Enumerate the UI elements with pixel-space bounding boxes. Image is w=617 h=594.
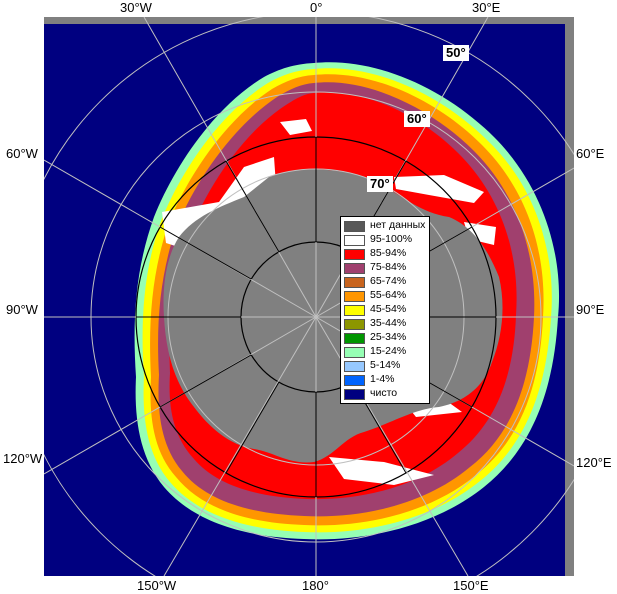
inner-meridian-150w <box>225 381 280 474</box>
lat-label-70: 70° <box>367 176 393 192</box>
meridian-150w <box>163 316 317 576</box>
legend-swatch <box>344 277 365 288</box>
sea-ice-map <box>44 17 574 576</box>
lon-label-60e: 60°E <box>576 146 605 161</box>
legend-swatch <box>344 333 365 344</box>
legend-label: 45-54% <box>370 303 407 315</box>
legend-swatch <box>344 235 365 246</box>
legend-item: 1-4% <box>343 373 427 388</box>
legend-label: 1-4% <box>370 373 395 385</box>
legend-label: 15-24% <box>370 345 407 357</box>
map-canvas <box>44 17 574 576</box>
legend-swatch <box>344 375 365 386</box>
legend-swatch <box>344 361 365 372</box>
legend-item: 35-44% <box>343 317 427 332</box>
legend: нет данных 95-100% 85-94% 75-84% 65-74% 55-64… <box>340 216 430 404</box>
lat-label-50: 50° <box>443 45 469 61</box>
legend-swatch <box>344 221 365 232</box>
legend-item: 85-94% <box>343 247 427 262</box>
lon-label-0: 0° <box>310 0 323 15</box>
legend-swatch <box>344 263 365 274</box>
legend-label: 25-34% <box>370 331 407 343</box>
legend-label: 75-84% <box>370 261 407 273</box>
legend-label: 65-74% <box>370 275 407 287</box>
ice-patch-95-100 <box>394 175 484 203</box>
legend-item: 15-24% <box>343 345 427 360</box>
lon-label-180: 180° <box>302 578 329 593</box>
legend-item: 75-84% <box>343 261 427 276</box>
ice-patch-95-100 <box>280 119 312 135</box>
lon-label-30e: 30°E <box>472 0 501 15</box>
lon-label-150w: 150°W <box>137 578 177 593</box>
legend-item: 25-34% <box>343 331 427 346</box>
legend-item: 5-14% <box>343 359 427 374</box>
legend-label: 85-94% <box>370 247 407 259</box>
legend-swatch <box>344 347 365 358</box>
legend-swatch <box>344 305 365 316</box>
legend-label: 35-44% <box>370 317 407 329</box>
legend-item: 65-74% <box>343 275 427 290</box>
lon-label-60w: 60°W <box>6 146 38 161</box>
lon-label-90e: 90°E <box>576 302 605 317</box>
lon-label-90w: 90°W <box>6 302 38 317</box>
lon-label-150e: 150°E <box>453 578 489 593</box>
lon-label-30w: 30°W <box>120 0 152 15</box>
legend-item: 55-64% <box>343 289 427 304</box>
frame-top <box>44 17 574 24</box>
legend-item: нет данных <box>343 219 427 234</box>
legend-label: чисто <box>370 387 398 399</box>
legend-swatch <box>344 291 365 302</box>
legend-swatch <box>344 389 365 400</box>
lon-label-120w: 120°W <box>3 451 43 466</box>
legend-label: 55-64% <box>370 289 407 301</box>
legend-swatch <box>344 249 365 260</box>
inner-meridian-30w <box>225 160 280 253</box>
legend-item: 95-100% <box>343 233 427 248</box>
ice-patch-95-100 <box>329 457 434 485</box>
legend-label: нет данных <box>370 219 426 231</box>
lon-label-120e: 120°E <box>576 455 612 470</box>
inner-meridian-60w <box>159 226 252 280</box>
lat-label-60: 60° <box>404 111 430 127</box>
legend-swatch <box>344 319 365 330</box>
inner-meridian-120w <box>159 354 252 408</box>
legend-item: чисто <box>343 387 427 402</box>
frame-right <box>565 17 574 576</box>
legend-item: 45-54% <box>343 303 427 318</box>
legend-label: 5-14% <box>370 359 401 371</box>
legend-label: 95-100% <box>370 233 413 245</box>
